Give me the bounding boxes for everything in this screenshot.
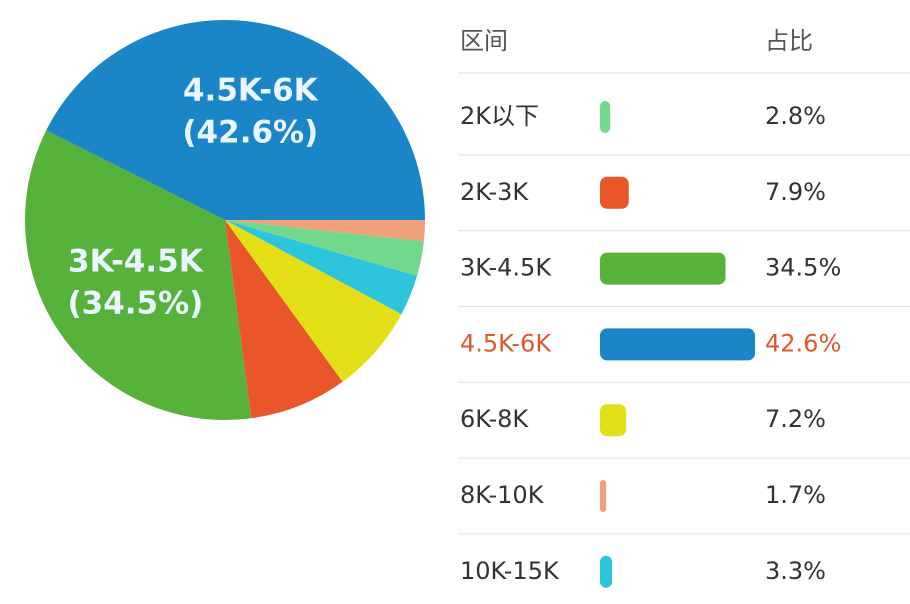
pie-slice (46, 20, 425, 221)
range-label: 6K-8K (460, 405, 529, 433)
pie-slice (225, 220, 343, 419)
pie-label-value: (34.5%) (67, 285, 203, 321)
share-bar (600, 555, 613, 588)
share-bar (600, 404, 627, 437)
share-label: 7.2% (765, 405, 826, 433)
share-bar (600, 328, 755, 361)
share-bar (600, 101, 611, 133)
share-label: 7.9% (765, 178, 826, 206)
share-bar (600, 480, 607, 512)
range-label: 2K以下 (460, 102, 539, 130)
pie-slice (225, 220, 418, 315)
share-label: 2.8% (765, 102, 826, 130)
pie-slice (225, 220, 424, 276)
share-label: 1.7% (765, 481, 826, 509)
header-range: 区间 (460, 27, 508, 55)
share-bar (600, 176, 629, 209)
pie-label-name: 3K-4.5K (68, 243, 204, 279)
pie-slice (225, 220, 425, 242)
share-label: 34.5% (765, 254, 841, 282)
range-label: 8K-10K (460, 481, 545, 509)
share-bar (600, 252, 726, 285)
header-share: 占比 (765, 27, 813, 55)
pie-label-value: (42.6%) (182, 114, 318, 150)
pie-label-name: 4.5K-6K (183, 72, 319, 108)
share-label: 42.6% (765, 329, 841, 357)
range-label: 2K-3K (460, 178, 529, 206)
pie-slice (225, 220, 402, 382)
range-label: 10K-15K (460, 557, 560, 585)
pie-slice (25, 130, 252, 420)
share-label: 3.3% (765, 557, 826, 585)
range-label: 4.5K-6K (460, 329, 552, 357)
range-label: 3K-4.5K (460, 254, 552, 282)
